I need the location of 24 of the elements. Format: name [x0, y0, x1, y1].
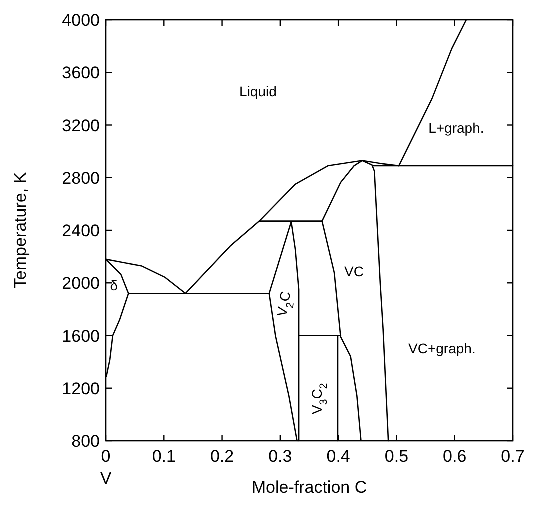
y-tick-label: 1600	[62, 326, 100, 346]
y-tick-label: 1200	[62, 379, 100, 398]
x-tick-label: 0 V	[100, 447, 112, 488]
annotation: δ	[110, 277, 118, 294]
x-axis-title: Mole-fraction C	[252, 478, 368, 497]
y-tick-label: 2000	[62, 274, 100, 294]
x-tick-label: 0.6	[443, 447, 467, 466]
annotation: VC+graph.	[408, 340, 476, 356]
y-tick-label: 2400	[62, 222, 100, 240]
y-tick-label: 3200	[62, 116, 100, 136]
x-tick-label: 0.2	[210, 447, 234, 466]
y-axis-title: Temperature, K	[11, 172, 30, 289]
x-tick-label: 0.3	[268, 447, 292, 466]
x-tick-label: 0.1	[152, 447, 176, 466]
x-tick-label: 0.4	[326, 447, 350, 466]
annotation: VC	[344, 263, 364, 280]
y-tick-label: 4000	[62, 11, 100, 30]
y-tick-label: 3600	[62, 64, 100, 83]
annotation: L+graph.	[428, 120, 484, 136]
y-tick-label: 2800	[62, 168, 100, 188]
x-tick-label: 0.7	[501, 447, 525, 466]
annotation: Liquid	[240, 83, 277, 100]
x-tick-label: 0.5	[384, 447, 409, 466]
y-tick-label: 800	[72, 432, 100, 451]
